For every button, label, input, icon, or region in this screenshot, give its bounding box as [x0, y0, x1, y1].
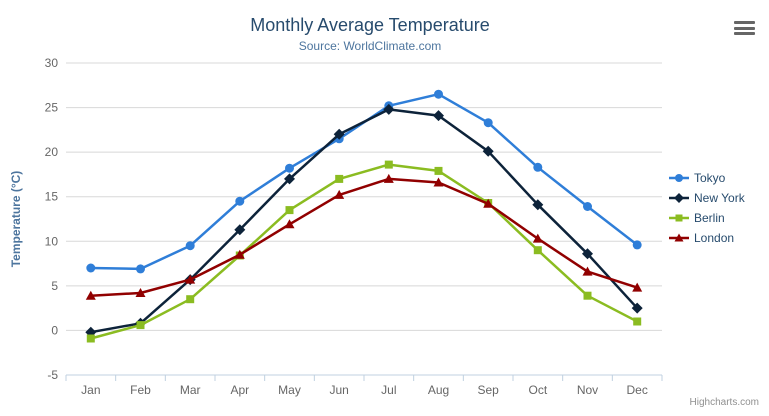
y-axis-tick-label: 5 [51, 279, 58, 293]
legend-item-label: Berlin [694, 210, 725, 225]
point-tokyo-oct[interactable] [533, 162, 543, 172]
series-line-london [90, 177, 638, 297]
y-axis-title: Temperature (°C) [9, 171, 23, 268]
point-berlin-jun[interactable] [335, 174, 344, 183]
point-tokyo-jan[interactable] [86, 263, 96, 273]
hamburger-menu-icon [734, 21, 755, 24]
point-new-york-apr[interactable] [234, 224, 246, 236]
point-berlin-mar[interactable] [186, 295, 195, 304]
point-new-york-aug[interactable] [433, 110, 444, 122]
x-axis-tick-label: Mar [180, 383, 201, 397]
legend-item-tokyo[interactable]: Tokyo [669, 169, 745, 186]
legend-item-london[interactable]: London [669, 229, 745, 246]
y-axis-tick-label: 30 [45, 56, 59, 70]
y-axis-tick-label: -5 [47, 368, 58, 382]
x-axis-tick-label: Sep [477, 383, 499, 397]
legend: Tokyo New York Berlin London [669, 169, 745, 249]
point-london-may[interactable] [284, 219, 295, 229]
point-new-york-jun[interactable] [333, 128, 345, 140]
series-line-berlin [90, 163, 638, 340]
point-tokyo-nov[interactable] [583, 202, 592, 211]
point-london-oct[interactable] [532, 233, 543, 243]
point-new-york-dec[interactable] [631, 302, 643, 314]
export-menu-button[interactable] [734, 21, 755, 35]
point-tokyo-feb[interactable] [136, 264, 145, 274]
diamond-legend-marker-icon [669, 192, 689, 203]
series-line-new-york [90, 108, 639, 334]
point-tokyo-sep[interactable] [483, 118, 493, 128]
point-new-york-jul[interactable] [383, 103, 395, 115]
point-new-york-sep[interactable] [482, 145, 494, 157]
point-new-york-oct[interactable] [532, 199, 544, 211]
legend-item-berlin[interactable]: Berlin [669, 209, 745, 226]
y-axis-tick-label: 10 [45, 234, 59, 248]
x-axis-tick-label: Jul [381, 383, 396, 397]
legend-item-label: London [694, 230, 735, 245]
point-london-jun[interactable] [334, 189, 345, 199]
series-line-tokyo [90, 92, 638, 271]
y-axis-tick-label: 20 [45, 145, 59, 159]
x-axis-tick-label: Feb [130, 383, 151, 397]
circle-legend-marker-icon [669, 173, 689, 182]
point-tokyo-mar[interactable] [185, 241, 195, 251]
point-london-apr[interactable] [234, 249, 245, 259]
point-tokyo-may[interactable] [285, 163, 294, 173]
point-berlin-nov[interactable] [583, 291, 592, 300]
point-tokyo-aug[interactable] [434, 89, 443, 99]
point-berlin-feb[interactable] [136, 321, 145, 330]
point-london-sep[interactable] [483, 198, 494, 208]
triangle-legend-marker-icon [669, 233, 689, 241]
point-berlin-jul[interactable] [384, 160, 393, 169]
point-berlin-oct[interactable] [533, 246, 542, 255]
point-new-york-nov[interactable] [582, 248, 593, 260]
x-axis-tick-label: Jan [81, 383, 100, 397]
x-axis-tick-label: Apr [230, 383, 249, 397]
hamburger-menu-icon [734, 32, 755, 35]
legend-item-label: Tokyo [694, 170, 726, 185]
point-berlin-jan[interactable] [86, 334, 95, 343]
x-axis-tick-label: Oct [528, 383, 547, 397]
point-new-york-may[interactable] [284, 173, 295, 185]
point-london-jan[interactable] [85, 290, 96, 300]
x-axis-tick-label: Nov [577, 383, 598, 397]
point-berlin-may[interactable] [285, 206, 294, 215]
square-legend-marker-icon [669, 214, 689, 221]
chart-title: Monthly Average Temperature [250, 15, 490, 35]
point-berlin-aug[interactable] [434, 166, 443, 175]
x-axis-tick-label: Dec [626, 383, 647, 397]
y-axis-tick-label: 0 [51, 323, 58, 337]
x-axis-tick-label: Aug [428, 383, 449, 397]
point-london-nov[interactable] [582, 266, 593, 276]
x-axis-tick-label: May [278, 383, 301, 397]
point-london-mar[interactable] [185, 274, 196, 284]
legend-item-new-york[interactable]: New York [669, 189, 745, 206]
chart-subtitle: Source: WorldClimate.com [298, 39, 442, 53]
point-tokyo-apr[interactable] [235, 196, 245, 206]
hamburger-menu-icon [734, 26, 755, 30]
y-axis-tick-label: 25 [45, 101, 59, 115]
x-axis-tick-label: Jun [329, 383, 348, 397]
point-berlin-dec[interactable] [633, 317, 642, 326]
point-london-jul[interactable] [383, 173, 394, 183]
y-axis-tick-label: 15 [45, 190, 59, 204]
point-london-feb[interactable] [135, 288, 146, 297]
credits-link[interactable]: Highcharts.com [689, 397, 759, 408]
legend-item-label: New York [694, 190, 745, 205]
point-london-dec[interactable] [632, 282, 643, 292]
point-london-aug[interactable] [433, 177, 444, 187]
point-tokyo-dec[interactable] [632, 240, 642, 250]
